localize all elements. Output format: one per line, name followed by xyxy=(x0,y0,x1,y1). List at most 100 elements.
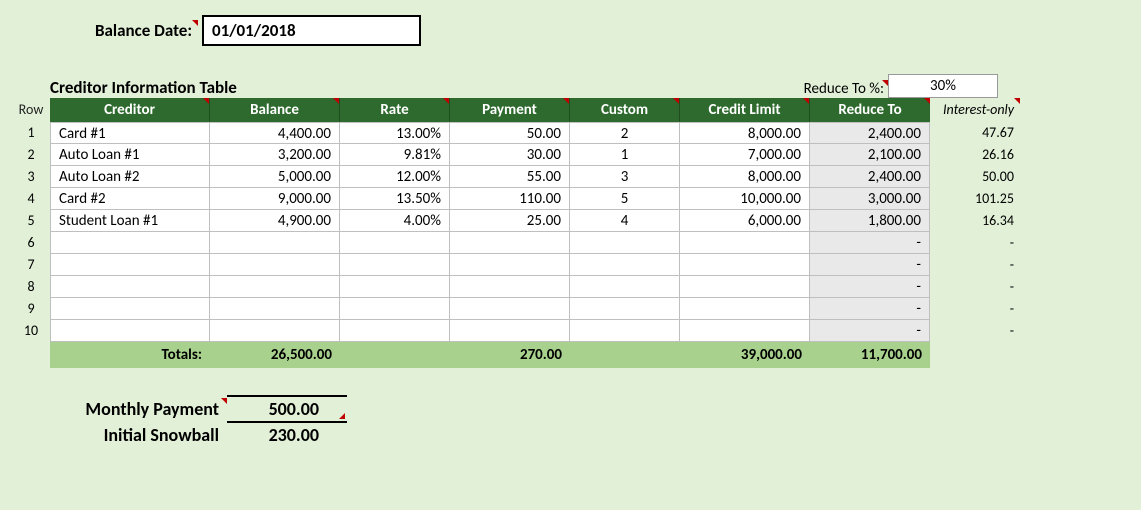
worksheet: Balance Date: Creditor Information Table… xyxy=(0,0,1130,468)
cell-reduce-to: 2,400.00 xyxy=(810,166,930,188)
cell-custom[interactable]: 2 xyxy=(570,122,680,144)
cell-payment[interactable] xyxy=(450,298,570,320)
cell-payment[interactable]: 110.00 xyxy=(450,188,570,210)
cell-credit-limit[interactable]: 6,000.00 xyxy=(680,210,810,232)
cell-custom[interactable]: 4 xyxy=(570,210,680,232)
cell-custom[interactable]: 5 xyxy=(570,188,680,210)
cell-balance[interactable] xyxy=(210,320,340,342)
balance-date-row: Balance Date: xyxy=(95,15,1120,46)
monthly-payment-value[interactable]: 500.00 xyxy=(227,395,347,423)
cell-rate[interactable]: 13.50% xyxy=(340,188,450,210)
cell-payment[interactable]: 50.00 xyxy=(450,122,570,144)
monthly-payment-row: Monthly Payment 500.00 xyxy=(22,396,1120,422)
row-header-label: Row xyxy=(12,98,50,122)
cell-payment[interactable] xyxy=(450,320,570,342)
col-reduce-to: Reduce To xyxy=(810,98,930,122)
cell-custom[interactable]: 3 xyxy=(570,166,680,188)
cell-custom[interactable] xyxy=(570,254,680,276)
cell-custom[interactable]: 1 xyxy=(570,144,680,166)
row-number: 2 xyxy=(12,144,50,166)
cell-interest-only: 47.67 xyxy=(930,122,1020,144)
cell-balance[interactable] xyxy=(210,232,340,254)
cell-reduce-to: - xyxy=(810,298,930,320)
cell-reduce-to: 3,000.00 xyxy=(810,188,930,210)
cell-payment[interactable]: 25.00 xyxy=(450,210,570,232)
cell-credit-limit[interactable] xyxy=(680,276,810,298)
cell-creditor[interactable] xyxy=(50,298,210,320)
cell-rate[interactable] xyxy=(340,298,450,320)
cell-rate[interactable]: 4.00% xyxy=(340,210,450,232)
cell-credit-limit[interactable] xyxy=(680,232,810,254)
cell-credit-limit[interactable]: 7,000.00 xyxy=(680,144,810,166)
monthly-payment-label: Monthly Payment xyxy=(22,398,227,420)
cell-creditor[interactable]: Student Loan #1 xyxy=(50,210,210,232)
cell-balance[interactable]: 9,000.00 xyxy=(210,188,340,210)
cell-creditor[interactable] xyxy=(50,320,210,342)
cell-credit-limit[interactable] xyxy=(680,254,810,276)
row-number: 5 xyxy=(12,210,50,232)
col-rate: Rate xyxy=(340,98,450,122)
cell-balance[interactable] xyxy=(210,276,340,298)
cell-balance[interactable] xyxy=(210,254,340,276)
creditor-table: Row Creditor Balance Rate Payment Custom… xyxy=(12,98,1120,122)
cell-payment[interactable] xyxy=(450,254,570,276)
col-custom: Custom xyxy=(570,98,680,122)
cell-credit-limit[interactable]: 8,000.00 xyxy=(680,122,810,144)
cell-credit-limit[interactable] xyxy=(680,298,810,320)
cell-reduce-to: 2,100.00 xyxy=(810,144,930,166)
cell-creditor[interactable]: Auto Loan #2 xyxy=(50,166,210,188)
initial-snowball-value: 230.00 xyxy=(227,424,347,446)
cell-payment[interactable] xyxy=(450,276,570,298)
totals-rate xyxy=(340,342,450,368)
cell-balance[interactable]: 5,000.00 xyxy=(210,166,340,188)
cell-rate[interactable]: 9.81% xyxy=(340,144,450,166)
cell-payment[interactable]: 55.00 xyxy=(450,166,570,188)
cell-credit-limit[interactable] xyxy=(680,320,810,342)
cell-creditor[interactable]: Card #2 xyxy=(50,188,210,210)
cell-credit-limit[interactable]: 8,000.00 xyxy=(680,166,810,188)
col-interest-only: Interest-only xyxy=(930,98,1020,122)
cell-custom[interactable] xyxy=(570,298,680,320)
cell-rate[interactable] xyxy=(340,254,450,276)
cell-credit-limit[interactable]: 10,000.00 xyxy=(680,188,810,210)
row-number: 8 xyxy=(12,276,50,298)
totals-payment: 270.00 xyxy=(450,342,570,368)
cell-custom[interactable] xyxy=(570,320,680,342)
cell-payment[interactable]: 30.00 xyxy=(450,144,570,166)
col-credit-limit: Credit Limit xyxy=(680,98,810,122)
cell-creditor[interactable]: Auto Loan #1 xyxy=(50,144,210,166)
table-body: 1Card #14,400.0013.00%50.0028,000.002,40… xyxy=(12,122,1120,342)
cell-rate[interactable]: 12.00% xyxy=(340,166,450,188)
cell-custom[interactable] xyxy=(570,276,680,298)
totals-row: Totals: 26,500.00 270.00 39,000.00 11,70… xyxy=(12,342,1120,368)
cell-balance[interactable] xyxy=(210,298,340,320)
initial-snowball-row: Initial Snowball 230.00 xyxy=(22,422,1120,448)
cell-reduce-to: 1,800.00 xyxy=(810,210,930,232)
cell-interest-only: 50.00 xyxy=(930,166,1020,188)
cell-balance[interactable]: 3,200.00 xyxy=(210,144,340,166)
cell-creditor[interactable] xyxy=(50,276,210,298)
reduce-to-pct-label: Reduce To %: xyxy=(804,80,888,98)
table-title: Creditor Information Table xyxy=(50,77,237,98)
cell-interest-only: - xyxy=(930,320,1020,342)
cell-rate[interactable] xyxy=(340,276,450,298)
cell-rate[interactable] xyxy=(340,320,450,342)
cell-creditor[interactable]: Card #1 xyxy=(50,122,210,144)
cell-rate[interactable]: 13.00% xyxy=(340,122,450,144)
balance-date-input[interactable] xyxy=(202,15,421,46)
cell-rate[interactable] xyxy=(340,232,450,254)
cell-creditor[interactable] xyxy=(50,232,210,254)
cell-interest-only: 26.16 xyxy=(930,144,1020,166)
cell-interest-only: - xyxy=(930,232,1020,254)
totals-balance: 26,500.00 xyxy=(210,342,340,368)
col-balance: Balance xyxy=(210,98,340,122)
cell-payment[interactable] xyxy=(450,232,570,254)
cell-balance[interactable]: 4,400.00 xyxy=(210,122,340,144)
row-number: 4 xyxy=(12,188,50,210)
reduce-to-pct-input[interactable] xyxy=(888,74,998,98)
cell-custom[interactable] xyxy=(570,232,680,254)
cell-interest-only: - xyxy=(930,276,1020,298)
summary-block: Monthly Payment 500.00 Initial Snowball … xyxy=(22,396,1120,448)
cell-creditor[interactable] xyxy=(50,254,210,276)
cell-balance[interactable]: 4,900.00 xyxy=(210,210,340,232)
